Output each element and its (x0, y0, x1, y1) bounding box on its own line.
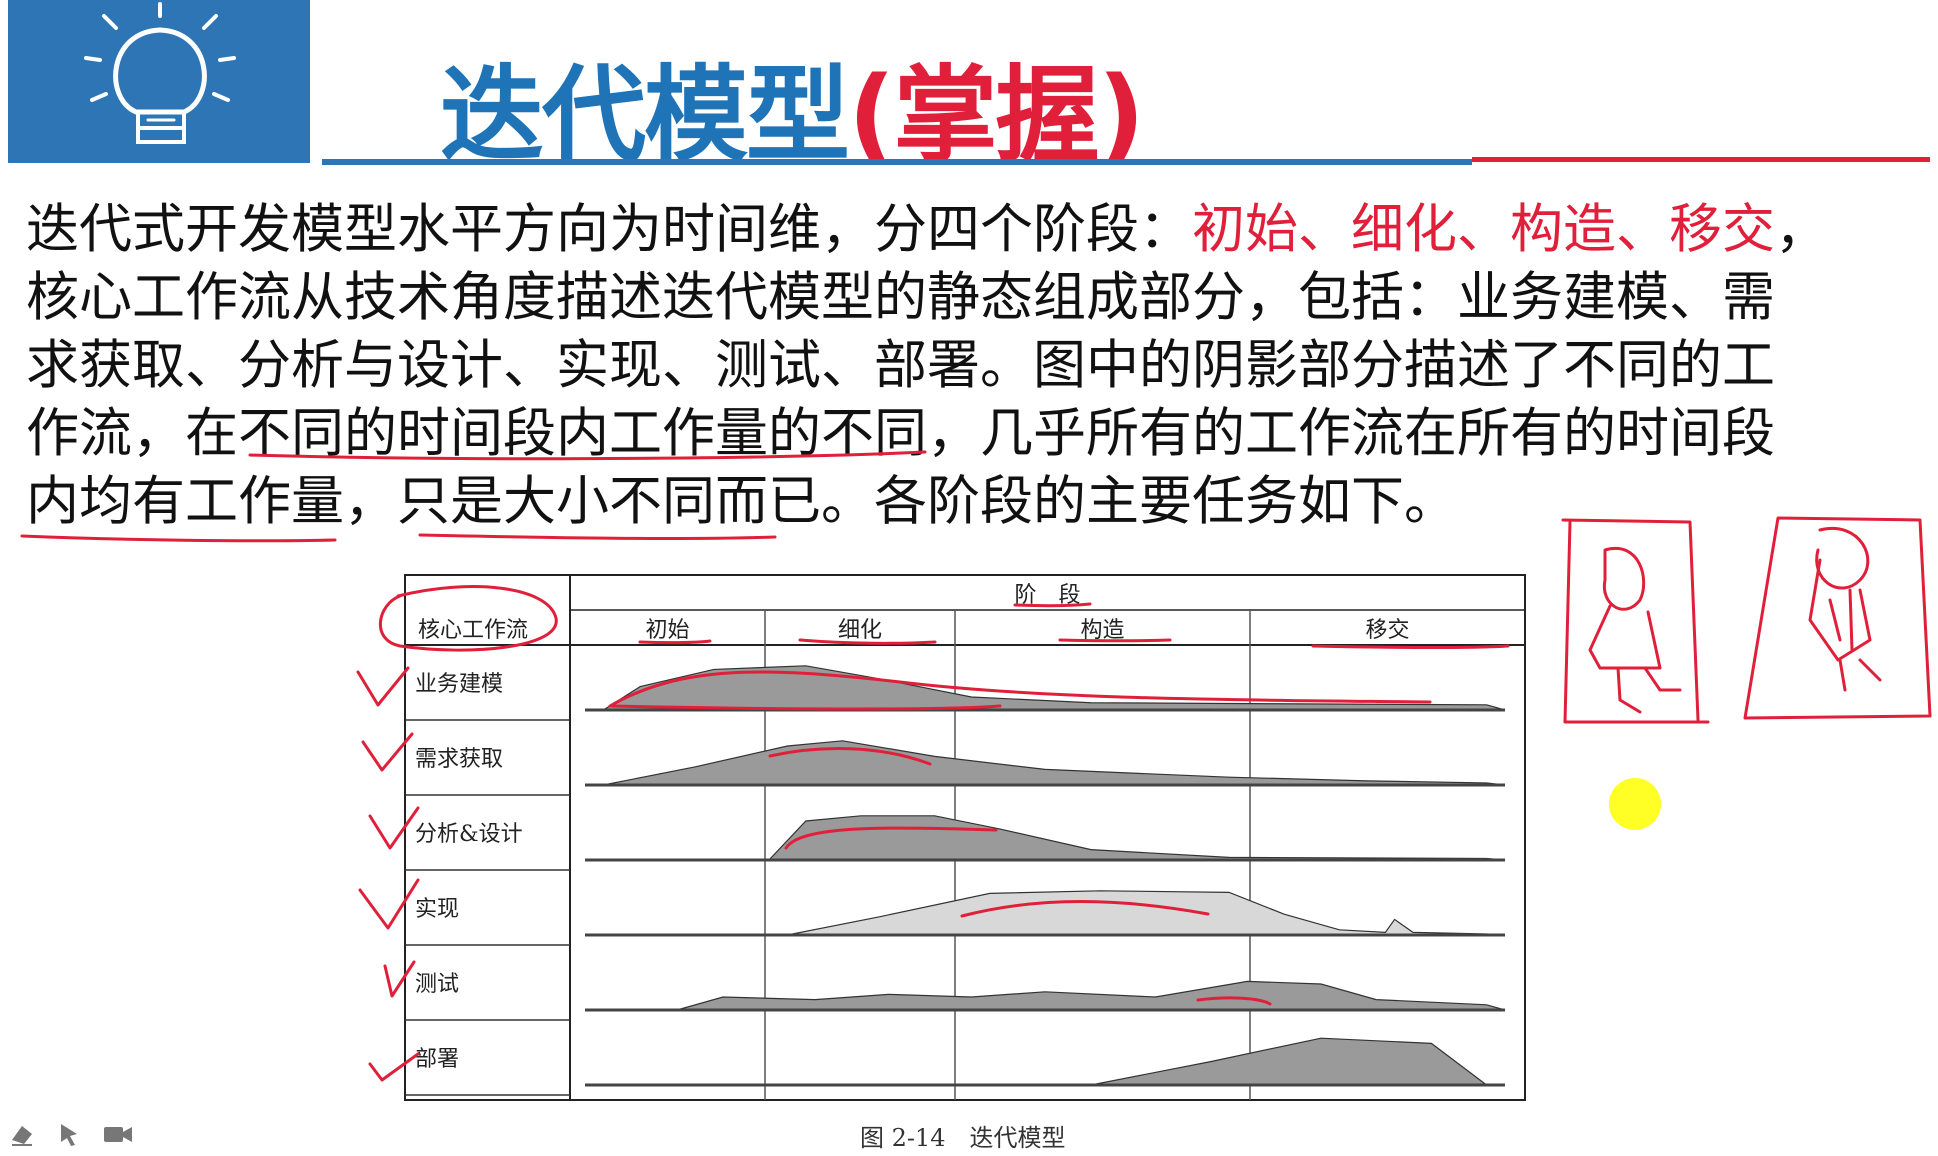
paragraph-line: 迭代式开发模型水平方向为时间维，分四个阶段：初始、细化、构造、移交， (26, 196, 1916, 264)
paragraph-text: 求获取、分析与设计、实现、测试、部署。图中的阴影部分描述了不同的工 (26, 335, 1775, 396)
title-main: 迭代模型 (440, 54, 850, 176)
paragraph-text: 核心工作流从技术角度描述迭代模型的静态组成部分，包括：业务建模、需 (26, 267, 1775, 328)
title-rule-red (1472, 157, 1930, 162)
workflow-label: 需求获取 (415, 747, 503, 772)
header-phase: 阶 段 (1014, 583, 1080, 608)
figure-caption: 图 2-14 迭代模型 (860, 1124, 1066, 1152)
workflow-label: 测试 (415, 972, 459, 997)
paragraph-text: 迭代式开发模型水平方向为时间维，分四个阶段： (26, 199, 1192, 260)
paragraph-line: 内均有工作量，只是大小不同而已。各阶段的主要任务如下。 (26, 468, 1916, 536)
phase-list-highlight: 初始、细化、构造、移交 (1192, 199, 1775, 260)
figure-frame (404, 574, 1526, 1101)
iteration-model-figure: 阶 段核心工作流 初始 细化 构造 移交业务建模需求获取分析&设计实现测试部署 (400, 570, 1530, 1114)
workflow-label: 部署 (415, 1047, 459, 1072)
body-paragraph: 迭代式开发模型水平方向为时间维，分四个阶段：初始、细化、构造、移交， 核心工作流从… (26, 196, 1916, 536)
pointer-icon[interactable] (55, 1120, 83, 1148)
title-sub: (掌握) (848, 54, 1145, 176)
phase-label: 构造 (1080, 618, 1124, 643)
page-title: 迭代模型(掌握) (440, 30, 1145, 181)
lightbulb-icon (84, 2, 236, 144)
header-core: 核心工作流 (418, 618, 528, 643)
workflow-label: 分析&设计 (415, 822, 523, 847)
workload-area (585, 665, 1506, 711)
paragraph-text: ， (1775, 199, 1828, 260)
annotation-toolbar (8, 1120, 144, 1152)
pointer-highlight (1609, 778, 1661, 830)
workflow-label: 实现 (415, 897, 459, 922)
workload-area (585, 980, 1506, 1011)
paragraph-line: 核心工作流从技术角度描述迭代模型的静态组成部分，包括：业务建模、需 (26, 264, 1916, 332)
camera-icon[interactable] (102, 1120, 133, 1148)
phase-label: 移交 (1365, 618, 1409, 643)
phase-label: 初始 (645, 618, 689, 643)
title-rule-blue (322, 159, 1472, 165)
paragraph-line: 求获取、分析与设计、实现、测试、部署。图中的阴影部分描述了不同的工 (26, 332, 1916, 400)
phase-label: 细化 (838, 618, 882, 643)
logo-panel (8, 0, 310, 163)
paragraph-text: 内均有工作量，只是大小不同而已。各阶段的主要任务如下。 (26, 471, 1457, 532)
workload-area (585, 740, 1506, 786)
workflow-label: 业务建模 (415, 672, 503, 697)
eraser-icon[interactable] (8, 1120, 36, 1148)
